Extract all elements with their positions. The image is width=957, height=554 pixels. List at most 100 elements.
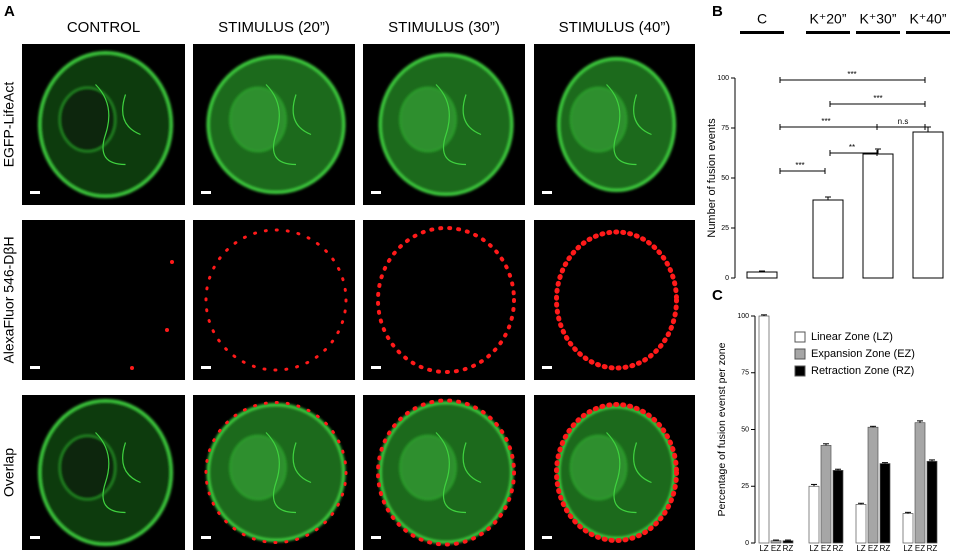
scale-bar xyxy=(371,191,381,194)
bar-label: LZ xyxy=(903,544,912,553)
y-axis-label: Number of fusion events xyxy=(706,118,718,238)
legend-swatch xyxy=(794,348,806,360)
vesicle-ring xyxy=(204,401,348,544)
category-underline xyxy=(906,31,950,34)
scale-bar xyxy=(371,536,381,539)
category-label: C xyxy=(757,11,767,27)
micrograph xyxy=(363,395,525,550)
panel-label: B xyxy=(712,3,723,20)
nucleus xyxy=(58,434,117,501)
significance-label: *** xyxy=(821,117,830,126)
micrograph xyxy=(363,220,525,380)
bar-label: RZ xyxy=(927,544,938,553)
bar xyxy=(867,426,879,544)
micrograph xyxy=(193,220,355,380)
scale-bar xyxy=(542,366,552,369)
nucleus xyxy=(399,434,457,501)
image-background xyxy=(363,220,525,380)
vesicle xyxy=(165,328,169,332)
micrograph xyxy=(22,44,185,205)
error-bar xyxy=(835,468,841,471)
significance-label: *** xyxy=(795,161,804,170)
filaments xyxy=(435,84,482,166)
legend-label: Expansion Zone (EZ) xyxy=(811,348,915,360)
filaments xyxy=(265,432,312,514)
micrograph xyxy=(534,395,695,550)
bar xyxy=(758,315,770,544)
image-background xyxy=(534,220,695,380)
filaments xyxy=(95,84,141,166)
error-bar xyxy=(825,196,831,200)
y-tick-label: 75 xyxy=(721,125,729,132)
error-bar xyxy=(761,314,767,316)
error-bar xyxy=(811,483,817,487)
image-background xyxy=(193,220,355,380)
nucleus xyxy=(58,86,117,153)
significance-label: ** xyxy=(849,143,855,152)
vesicle xyxy=(130,366,134,370)
scale-bar xyxy=(30,366,40,369)
filaments xyxy=(95,432,141,514)
filaments xyxy=(606,84,652,166)
filaments xyxy=(435,432,482,514)
bar xyxy=(914,422,926,544)
bar-label: LZ xyxy=(759,544,768,553)
category-label: K⁺20” xyxy=(810,11,847,27)
bar-label: EZ xyxy=(821,544,831,553)
bar xyxy=(812,199,844,279)
legend-swatch xyxy=(794,365,806,377)
bar-label: LZ xyxy=(809,544,818,553)
bar xyxy=(926,460,938,544)
error-bar xyxy=(858,502,864,505)
column-header: STIMULUS (40”) xyxy=(559,19,671,36)
row-label: Overlap xyxy=(1,448,17,497)
scale-bar xyxy=(201,366,211,369)
significance-label: n.s xyxy=(898,117,909,126)
micrograph xyxy=(22,220,185,380)
vesicle xyxy=(170,260,174,264)
bar-label: RZ xyxy=(880,544,891,553)
significance-label: *** xyxy=(873,94,882,103)
y-tick-label: 100 xyxy=(717,75,729,82)
micrograph xyxy=(193,395,355,550)
scale-bar xyxy=(542,191,552,194)
error-bar xyxy=(823,443,829,446)
error-bar xyxy=(917,420,923,423)
bar xyxy=(832,470,844,544)
y-tick-label: 100 xyxy=(737,313,749,320)
image-background xyxy=(22,220,185,380)
bar xyxy=(912,131,944,279)
y-tick-label: 25 xyxy=(741,483,749,490)
column-header: CONTROL xyxy=(67,19,140,36)
nucleus xyxy=(569,86,628,153)
error-bar xyxy=(929,459,935,462)
scale-bar xyxy=(30,536,40,539)
category-label: K⁺30” xyxy=(860,11,897,27)
error-bar xyxy=(905,511,911,514)
y-tick-label: 75 xyxy=(741,370,749,377)
scale-bar xyxy=(542,536,552,539)
filaments xyxy=(606,432,652,514)
legend-label: Linear Zone (LZ) xyxy=(811,331,893,343)
vesicle-ring xyxy=(376,226,516,374)
micrograph xyxy=(534,220,695,380)
bar xyxy=(746,271,778,279)
column-header: STIMULUS (20”) xyxy=(218,19,330,36)
error-bar xyxy=(925,126,931,132)
micrograph xyxy=(22,395,185,550)
error-bar xyxy=(875,148,881,154)
y-tick-label: 0 xyxy=(745,540,749,547)
y-axis-label: Percentage of fusion evenst per zone xyxy=(716,342,728,516)
scale-bar xyxy=(30,191,40,194)
scale-bar xyxy=(201,536,211,539)
y-tick-label: 50 xyxy=(721,175,729,182)
scale-bar xyxy=(201,191,211,194)
row-label: EGFP-LifeAct xyxy=(1,82,17,168)
error-bar xyxy=(785,539,791,541)
bar xyxy=(808,485,820,544)
bar xyxy=(820,445,832,544)
bar-label: EZ xyxy=(868,544,878,553)
vesicle-ring xyxy=(376,398,516,547)
nucleus xyxy=(569,434,628,501)
